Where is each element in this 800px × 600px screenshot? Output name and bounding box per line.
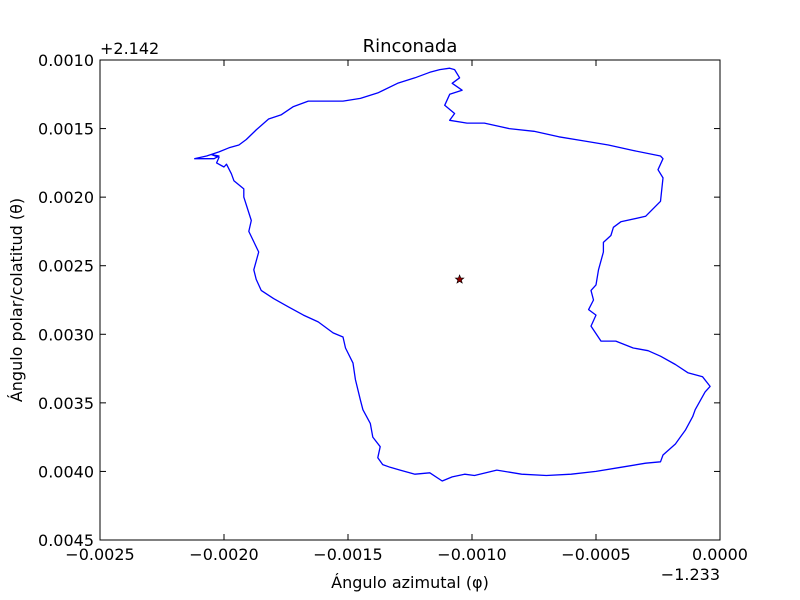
x-ticks: −0.0025 −0.0020 −0.0015 −0.0010 −0.0005 0.000… — [65, 60, 748, 564]
plot-area-frame — [99, 59, 721, 541]
x-tick-label: −0.0010 — [437, 545, 506, 564]
x-tick-label: 0.0000 — [692, 545, 748, 564]
x-tick-label: −0.0020 — [189, 545, 258, 564]
y-tick-label: 0.0035 — [38, 394, 94, 413]
y-tick-label: 0.0020 — [38, 188, 94, 207]
marker-layer — [454, 274, 465, 284]
y-offset-label: +2.142 — [100, 39, 159, 58]
series-layer — [194, 67, 711, 482]
y-tick-label: 0.0015 — [38, 120, 94, 139]
y-ticks: 0.0010 0.0015 0.0020 0.0025 0.0030 0.0035 0.00… — [38, 51, 720, 550]
boundary-line — [194, 67, 711, 482]
y-tick-label: 0.0030 — [38, 325, 94, 344]
y-tick-label: 0.0010 — [38, 51, 94, 70]
centroid-star-marker — [454, 274, 465, 284]
x-tick-label: −0.0025 — [65, 545, 134, 564]
y-tick-label: 0.0045 — [38, 531, 94, 550]
x-tick-label: −0.0015 — [313, 545, 382, 564]
y-tick-label: 0.0025 — [38, 257, 94, 276]
chart-title: Rinconada — [363, 36, 458, 57]
x-offset-label: −1.233 — [661, 565, 720, 584]
y-tick-label: 0.0040 — [38, 462, 94, 481]
x-tick-label: −0.0005 — [561, 545, 630, 564]
y-axis-title: Ángulo polar/colatitud (θ) — [7, 198, 26, 402]
x-axis-title: Ángulo azimutal (φ) — [331, 573, 489, 592]
